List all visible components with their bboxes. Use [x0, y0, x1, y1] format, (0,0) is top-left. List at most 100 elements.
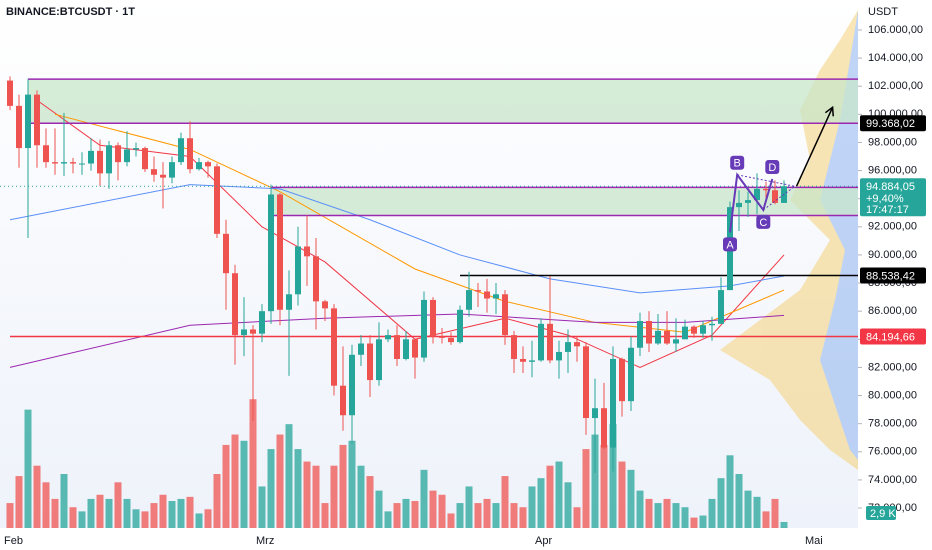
candle-body	[241, 329, 247, 336]
volume-tag	[866, 506, 896, 520]
candle-body	[520, 358, 526, 362]
candle-body	[718, 290, 724, 324]
price-tag	[860, 267, 926, 284]
y-tick-label: 90.000,00	[868, 249, 917, 261]
pattern-point-badge	[756, 214, 771, 229]
candle-body	[205, 162, 211, 167]
price-tag-label: 99.368,02	[866, 118, 915, 130]
volume-bar	[168, 501, 176, 528]
y-tick-label: 74.000,00	[868, 474, 917, 486]
candle-body	[97, 150, 103, 174]
candle-body	[538, 323, 544, 361]
candle-body	[358, 343, 364, 355]
volume-bar	[330, 465, 338, 528]
volume-bar	[51, 498, 59, 528]
candle-body	[763, 188, 769, 191]
candle-body	[475, 290, 481, 292]
last-price-label: 94.884,05	[866, 181, 915, 193]
candle-body	[673, 339, 679, 344]
volume-bar	[123, 498, 131, 528]
y-tick-label: 106.000,00	[868, 24, 923, 36]
volume-bar	[294, 449, 302, 528]
x-tick-label: Apr	[535, 535, 552, 547]
volume-bar	[96, 494, 104, 528]
pattern-line	[729, 172, 774, 233]
candle-body	[43, 145, 49, 163]
volume-bar	[384, 511, 392, 528]
candle-body	[349, 354, 355, 416]
volume-bar	[663, 498, 671, 528]
candle-body	[709, 323, 715, 326]
volume-bar	[60, 474, 68, 528]
candle-body	[187, 138, 193, 170]
candle-body	[745, 200, 751, 203]
volume-bar	[105, 498, 113, 528]
candle-body	[160, 174, 166, 178]
price-tag	[860, 115, 926, 132]
volume-bar	[510, 503, 518, 528]
candle-body	[421, 299, 427, 358]
volume-bar	[744, 490, 752, 528]
volume-bar	[771, 498, 779, 528]
candle-body	[313, 256, 319, 302]
volume-bar	[303, 461, 311, 528]
candle-body	[178, 138, 184, 163]
candle-body	[511, 335, 517, 359]
volume-bar	[465, 486, 473, 528]
volume-bar	[420, 469, 428, 528]
y-tick-label: 98.000,00	[868, 136, 917, 148]
volume-bar	[726, 455, 734, 528]
y-tick-label: 86.000,00	[868, 305, 917, 317]
candle-body	[556, 351, 562, 361]
candle-body	[700, 325, 706, 334]
volume-bar	[780, 521, 788, 528]
pattern-point-badge	[723, 237, 737, 252]
candle-body	[592, 408, 598, 419]
volume-bar	[456, 503, 464, 528]
volume-bar	[645, 498, 653, 528]
x-tick-label: Mrz	[256, 535, 274, 547]
volume-bar	[195, 513, 203, 528]
candle-body	[61, 162, 67, 164]
volume-bar	[402, 498, 410, 528]
volume-bar	[393, 503, 401, 528]
volume-bar	[348, 440, 356, 528]
volume-bar	[231, 434, 239, 528]
projection-arrow	[795, 106, 834, 187]
volume-bar	[555, 461, 563, 528]
candle-body	[484, 291, 490, 299]
volume-bar	[177, 498, 185, 528]
candle-body	[583, 346, 589, 419]
volume-bar	[114, 482, 122, 528]
volume-bar	[528, 486, 536, 528]
candle-body	[601, 408, 607, 448]
candle-body	[772, 190, 778, 203]
candle-body	[610, 358, 616, 448]
volume-bar	[159, 494, 167, 528]
volume-bar	[636, 490, 644, 528]
candle-body	[304, 246, 310, 257]
volume-bar	[411, 501, 419, 528]
countdown-label: 17:47:17	[866, 204, 909, 216]
y-tick-label: 76.000,00	[868, 446, 917, 458]
y-tick-label: 80.000,00	[868, 389, 917, 401]
candle-body	[7, 80, 13, 106]
volume-bar	[141, 511, 149, 528]
volume-bar	[537, 478, 545, 528]
volume-bar	[717, 478, 725, 528]
candle-body	[223, 233, 229, 274]
volume-bar	[501, 476, 509, 528]
candle-body	[295, 246, 301, 295]
candle-body	[736, 202, 742, 208]
price-tag	[860, 328, 926, 345]
zone	[28, 79, 858, 124]
candle-body	[106, 145, 112, 174]
price-tag-label: 84.194,66	[866, 331, 915, 343]
y-tick-label: 104.000,00	[868, 52, 923, 64]
volume-bar	[240, 440, 248, 528]
volume-bar	[276, 434, 284, 528]
candle-body	[682, 326, 688, 340]
volume-bar	[429, 490, 437, 528]
candle-body	[34, 94, 40, 146]
